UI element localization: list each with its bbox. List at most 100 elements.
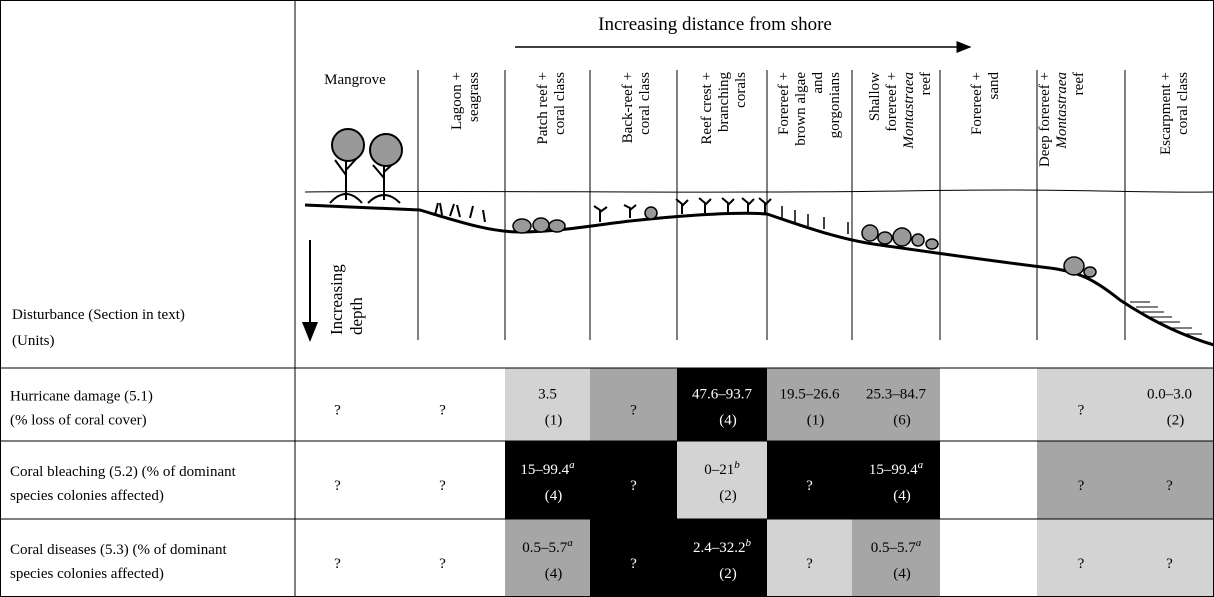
footnote-mark: b xyxy=(746,537,752,549)
cell-value: 0.5–5.7 xyxy=(522,540,568,556)
zone-label: Mangrove xyxy=(324,72,386,88)
cell-value: ? xyxy=(806,556,813,572)
cell-value: 15–99.4 xyxy=(520,462,569,478)
zone-label: corals xyxy=(733,72,749,108)
zone-label: and xyxy=(810,72,826,94)
cell-count: (4) xyxy=(545,488,563,504)
cell-value: ? xyxy=(1078,403,1085,419)
cell-value: 3.5 xyxy=(538,387,557,403)
cell-value: ? xyxy=(1078,556,1085,572)
cell-value: ? xyxy=(334,478,341,494)
cell-value: ? xyxy=(630,556,637,572)
zone-label: gorgonians xyxy=(827,72,843,139)
figure: Increasing distance from shore Increasin… xyxy=(0,0,1214,597)
zone-label: Montastraea xyxy=(1054,72,1070,150)
cell-value: 19.5–26.6 xyxy=(780,387,841,403)
cell-count: (4) xyxy=(545,566,563,582)
cell-value: 0.5–5.7a xyxy=(522,537,573,556)
cell-value: 25.3–84.7 xyxy=(866,387,927,403)
header-label: (Units) xyxy=(12,333,55,349)
zone-label: reef xyxy=(1071,72,1087,95)
cell-value: 0–21 xyxy=(704,462,734,478)
footnote-mark: b xyxy=(734,459,740,471)
cell-value: 25.3–84.7 xyxy=(866,387,927,403)
cell-value: ? xyxy=(1166,556,1173,572)
cell-value: ? xyxy=(630,403,637,419)
row-label: species colonies affected) xyxy=(10,566,164,582)
zone-label: Shallow xyxy=(867,72,883,121)
cell-value: 15–99.4a xyxy=(520,459,575,478)
cell-shade xyxy=(852,441,940,519)
cell-value: ? xyxy=(439,556,446,572)
cell-shade xyxy=(767,368,852,441)
footnote-mark: a xyxy=(569,459,575,471)
cell-value: ? xyxy=(630,478,637,494)
cell-value: ? xyxy=(630,478,637,494)
landscape xyxy=(305,129,1214,345)
zone-label: Patch reef + xyxy=(535,72,551,145)
distance-label: Increasing distance from shore xyxy=(598,14,832,35)
cell-count: (1) xyxy=(807,413,825,429)
cell-value: ? xyxy=(1166,478,1173,494)
cell-shade xyxy=(677,368,767,441)
zone-label: Forereef + xyxy=(969,72,985,135)
cell-value: 47.6–93.7 xyxy=(692,387,753,403)
cell-count: (4) xyxy=(893,566,911,582)
zone-label: coral class xyxy=(1175,72,1191,135)
cell-value: ? xyxy=(334,556,341,572)
row-label: Coral bleaching (5.2) (% of dominant xyxy=(10,464,237,480)
row-label: Coral diseases (5.3) (% of dominant xyxy=(10,542,227,558)
cell-value: ? xyxy=(439,478,446,494)
cell-value: ? xyxy=(334,403,341,419)
zone-separators xyxy=(418,70,1125,340)
cell-value: ? xyxy=(806,478,813,494)
cell-value: ? xyxy=(334,403,341,419)
cell-value: ? xyxy=(1166,478,1173,494)
cell-value: 15–99.4a xyxy=(869,459,924,478)
header-label: Disturbance (Section in text) xyxy=(12,307,185,323)
cell-value: ? xyxy=(439,478,446,494)
cell-shade xyxy=(940,519,1037,597)
footnote-mark: a xyxy=(916,537,922,549)
footnote-mark: a xyxy=(918,459,924,471)
zone-label: Lagoon + xyxy=(449,72,465,130)
cell-count: (2) xyxy=(719,488,737,504)
cell-value: 0.5–5.7a xyxy=(871,537,922,556)
cell-value: ? xyxy=(806,478,813,494)
zone-label: reef xyxy=(918,72,934,95)
zone-label: branching xyxy=(716,72,732,132)
cell-value: 2.4–32.2b xyxy=(693,537,752,556)
cell-count: (4) xyxy=(893,488,911,504)
cell-value: ? xyxy=(334,478,341,494)
cell-value: 47.6–93.7 xyxy=(692,387,753,403)
zone-label: sand xyxy=(986,72,1002,100)
depth-label: depth xyxy=(347,297,366,335)
cell-value: 2.4–32.2 xyxy=(693,540,746,556)
cell-value: ? xyxy=(334,556,341,572)
cell-value: 15–99.4 xyxy=(869,462,918,478)
cell-shade xyxy=(1125,368,1214,441)
cell-count: (4) xyxy=(719,413,737,429)
cell-shade xyxy=(505,368,590,441)
cell-value: ? xyxy=(1166,556,1173,572)
zone-label: coral class xyxy=(637,72,653,135)
cell-count: (1) xyxy=(545,413,563,429)
cell-value: 0.0–3.0 xyxy=(1147,387,1192,403)
zone-label: Deep forereef + xyxy=(1037,72,1053,167)
cell-shade xyxy=(677,441,767,519)
row-label: Hurricane damage (5.1) xyxy=(10,389,153,405)
cell-shade xyxy=(852,519,940,597)
cell-count: (2) xyxy=(1167,413,1185,429)
cell-count: (2) xyxy=(719,566,737,582)
cell-value: 3.5 xyxy=(538,387,557,403)
footnote-mark: a xyxy=(567,537,573,549)
cell-value: ? xyxy=(439,556,446,572)
cell-value: ? xyxy=(439,403,446,419)
cell-shade xyxy=(505,519,590,597)
cell-value: ? xyxy=(806,556,813,572)
row-label: (% loss of coral cover) xyxy=(10,413,147,429)
zone-label: Reef crest + xyxy=(699,72,715,145)
cell-shade xyxy=(505,441,590,519)
cell-shade xyxy=(852,368,940,441)
zone-label: seagrass xyxy=(466,72,482,122)
